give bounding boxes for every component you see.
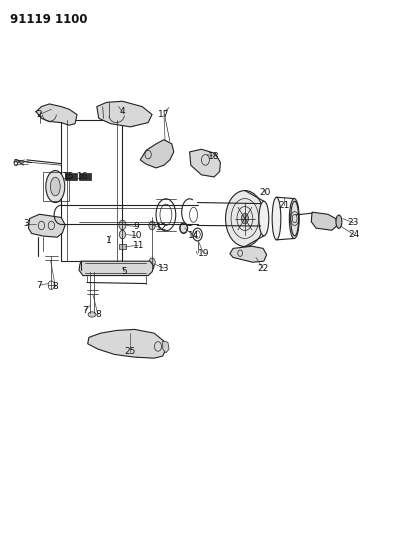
Text: 5: 5 xyxy=(122,268,127,276)
Ellipse shape xyxy=(51,177,60,196)
Text: 91119 1100: 91119 1100 xyxy=(10,13,87,26)
Polygon shape xyxy=(230,246,267,262)
Polygon shape xyxy=(118,244,126,249)
Polygon shape xyxy=(97,101,152,127)
Text: 1: 1 xyxy=(106,237,111,245)
Ellipse shape xyxy=(259,201,269,236)
Polygon shape xyxy=(65,173,77,180)
Polygon shape xyxy=(79,261,154,276)
Polygon shape xyxy=(140,140,174,168)
Polygon shape xyxy=(311,212,338,230)
Text: 22: 22 xyxy=(257,264,268,272)
Ellipse shape xyxy=(272,197,281,240)
Text: 24: 24 xyxy=(348,230,359,239)
Text: 7: 7 xyxy=(37,281,42,289)
Polygon shape xyxy=(88,329,166,358)
Ellipse shape xyxy=(46,171,65,203)
Polygon shape xyxy=(36,104,77,125)
Text: 10: 10 xyxy=(130,231,142,240)
Text: 9: 9 xyxy=(134,222,139,231)
Ellipse shape xyxy=(241,213,248,224)
Text: 14: 14 xyxy=(188,231,199,240)
Ellipse shape xyxy=(226,191,264,247)
Ellipse shape xyxy=(291,201,299,236)
Text: 8: 8 xyxy=(95,310,101,319)
Text: 25: 25 xyxy=(125,348,136,356)
Text: 16: 16 xyxy=(77,173,89,181)
Circle shape xyxy=(149,221,155,230)
Text: 20: 20 xyxy=(260,189,271,197)
Circle shape xyxy=(180,223,188,233)
Ellipse shape xyxy=(88,312,96,317)
Polygon shape xyxy=(163,341,169,353)
Circle shape xyxy=(119,220,126,230)
Text: 19: 19 xyxy=(198,249,209,257)
Circle shape xyxy=(149,258,155,266)
Text: 21: 21 xyxy=(279,201,290,209)
Text: 4: 4 xyxy=(120,108,125,116)
Circle shape xyxy=(119,230,126,239)
Text: 17: 17 xyxy=(158,110,170,119)
Text: 6: 6 xyxy=(12,159,18,168)
Polygon shape xyxy=(190,149,220,177)
Text: 2: 2 xyxy=(37,110,42,119)
Text: 12: 12 xyxy=(156,223,167,232)
Text: 13: 13 xyxy=(158,264,170,272)
Text: 8: 8 xyxy=(53,282,58,291)
Polygon shape xyxy=(79,173,91,180)
Text: 18: 18 xyxy=(207,152,219,160)
Polygon shape xyxy=(28,214,65,237)
Text: 23: 23 xyxy=(348,219,359,227)
Ellipse shape xyxy=(289,199,299,239)
Text: 7: 7 xyxy=(82,306,88,314)
Ellipse shape xyxy=(336,215,342,229)
Text: 15: 15 xyxy=(63,173,75,181)
Text: 11: 11 xyxy=(132,241,144,249)
Text: 3: 3 xyxy=(23,220,28,228)
